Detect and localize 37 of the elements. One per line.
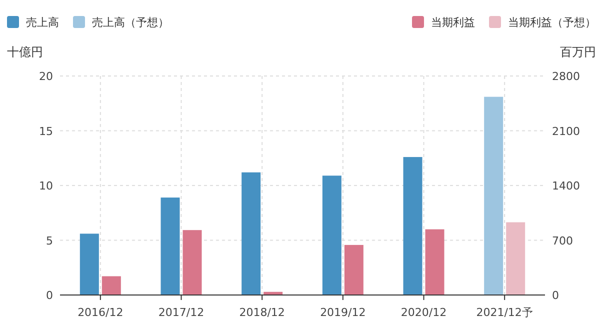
bar <box>182 230 202 295</box>
legend-item: 売上高（予想） <box>73 16 169 29</box>
bar <box>102 276 121 295</box>
y-tick-label: 10 <box>39 180 53 192</box>
bar <box>344 244 364 295</box>
bar <box>242 172 261 295</box>
legend-item: 当期利益 <box>412 16 475 29</box>
y-axis-title: 十億円 <box>7 45 43 59</box>
legend-label: 当期利益 <box>431 16 475 29</box>
y-tick-label: 20 <box>39 70 53 83</box>
bar <box>160 198 180 295</box>
x-tick-label: 2016/12 <box>78 306 124 319</box>
y-tick-label: 0 <box>46 289 53 302</box>
y2-tick-label: 1400 <box>552 180 580 192</box>
bar <box>80 234 99 295</box>
x-tick-label: 2017/12 <box>158 306 204 319</box>
legend-item: 売上高 <box>7 16 59 29</box>
bar <box>322 176 342 295</box>
bar <box>484 96 504 295</box>
x-tick-label: 2019/12 <box>320 306 366 319</box>
x-tick-label: 2018/12 <box>239 306 285 319</box>
legend-label: 売上高 <box>26 16 59 29</box>
bar <box>403 157 422 295</box>
bar <box>506 222 526 295</box>
legend-label: 当期利益（予想） <box>508 16 596 29</box>
y2-tick-label: 0 <box>552 289 559 302</box>
x-tick-label: 2020/12 <box>400 306 447 319</box>
bar <box>425 229 444 295</box>
y2-axis-title: 百万円 <box>560 45 596 59</box>
y2-tick-label: 2800 <box>552 70 580 83</box>
y-tick-label: 5 <box>46 234 53 248</box>
y2-tick-label: 2100 <box>552 124 580 138</box>
y-tick-label: 15 <box>39 124 53 138</box>
y2-tick-label: 700 <box>552 234 573 248</box>
x-tick-label: 2021/12予 <box>476 306 533 319</box>
legend-label: 売上高（予想） <box>92 16 169 29</box>
legend-item: 当期利益（予想） <box>489 16 596 29</box>
